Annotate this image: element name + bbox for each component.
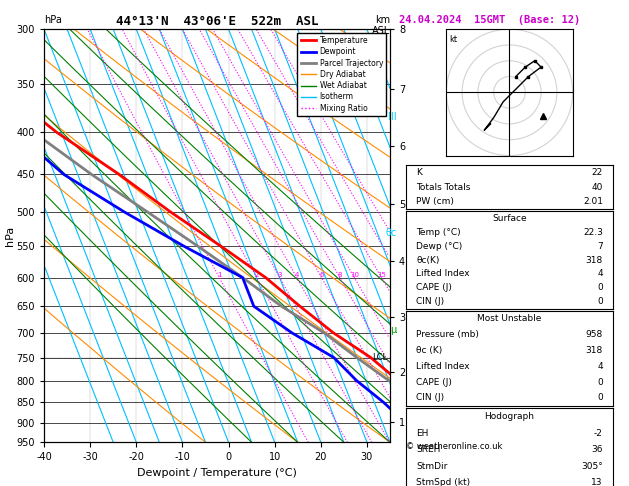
Text: kt: kt [450, 35, 457, 45]
Text: Totals Totals: Totals Totals [416, 183, 470, 191]
Text: θᴄ (K): θᴄ (K) [416, 346, 442, 355]
Text: 1: 1 [217, 272, 221, 278]
Text: 0: 0 [597, 297, 603, 306]
Text: Lifted Index: Lifted Index [416, 269, 470, 278]
Text: 7: 7 [597, 242, 603, 251]
Text: 22: 22 [592, 168, 603, 177]
Text: 0: 0 [597, 393, 603, 402]
Text: CIN (J): CIN (J) [416, 393, 444, 402]
Text: CIN (J): CIN (J) [416, 297, 444, 306]
Text: 958: 958 [586, 330, 603, 339]
Text: km
ASL: km ASL [372, 15, 390, 36]
Text: 4: 4 [598, 269, 603, 278]
Text: 0: 0 [597, 378, 603, 387]
Text: 22.3: 22.3 [583, 228, 603, 237]
Text: LCL: LCL [372, 353, 387, 362]
Text: 318: 318 [586, 256, 603, 264]
Text: 6: 6 [320, 272, 324, 278]
Text: Lifted Index: Lifted Index [416, 362, 470, 371]
Text: 24.04.2024  15GMT  (Base: 12): 24.04.2024 15GMT (Base: 12) [399, 15, 581, 25]
Text: StmSpd (kt): StmSpd (kt) [416, 478, 470, 486]
Y-axis label: hPa: hPa [5, 226, 15, 246]
Text: Most Unstable: Most Unstable [477, 314, 542, 324]
Text: © weatheronline.co.uk: © weatheronline.co.uk [406, 442, 502, 451]
Text: StmDir: StmDir [416, 462, 447, 470]
Text: Surface: Surface [492, 214, 527, 223]
Text: μ: μ [390, 326, 396, 335]
Text: Pressure (mb): Pressure (mb) [416, 330, 479, 339]
Text: III: III [387, 112, 396, 122]
Text: SREH: SREH [416, 445, 440, 454]
Text: 15: 15 [377, 272, 386, 278]
Text: Hodograph: Hodograph [484, 412, 535, 421]
Text: -2: -2 [594, 429, 603, 437]
Text: 4: 4 [294, 272, 299, 278]
Text: θᴄ: θᴄ [385, 228, 396, 238]
Legend: Temperature, Dewpoint, Parcel Trajectory, Dry Adiabat, Wet Adiabat, Isotherm, Mi: Temperature, Dewpoint, Parcel Trajectory… [298, 33, 386, 116]
Text: 2.01: 2.01 [583, 197, 603, 206]
Text: θᴄ(K): θᴄ(K) [416, 256, 440, 264]
Text: Temp (°C): Temp (°C) [416, 228, 460, 237]
Text: 40: 40 [591, 183, 603, 191]
Text: CAPE (J): CAPE (J) [416, 283, 452, 292]
Text: 44°13'N  43°06'E  522m  ASL: 44°13'N 43°06'E 522m ASL [116, 15, 318, 28]
Text: hPa: hPa [44, 15, 62, 25]
Text: CAPE (J): CAPE (J) [416, 378, 452, 387]
Text: 36: 36 [591, 445, 603, 454]
Text: PW (cm): PW (cm) [416, 197, 454, 206]
Text: 3: 3 [277, 272, 282, 278]
Text: EH: EH [416, 429, 428, 437]
Text: K: K [416, 168, 422, 177]
Text: 4: 4 [598, 362, 603, 371]
X-axis label: Dewpoint / Temperature (°C): Dewpoint / Temperature (°C) [137, 468, 297, 478]
Text: 10: 10 [350, 272, 359, 278]
Text: 13: 13 [591, 478, 603, 486]
Text: 0: 0 [597, 283, 603, 292]
Text: 2: 2 [255, 272, 259, 278]
Text: Dewp (°C): Dewp (°C) [416, 242, 462, 251]
Text: 8: 8 [338, 272, 342, 278]
Text: 318: 318 [586, 346, 603, 355]
Text: 305°: 305° [581, 462, 603, 470]
